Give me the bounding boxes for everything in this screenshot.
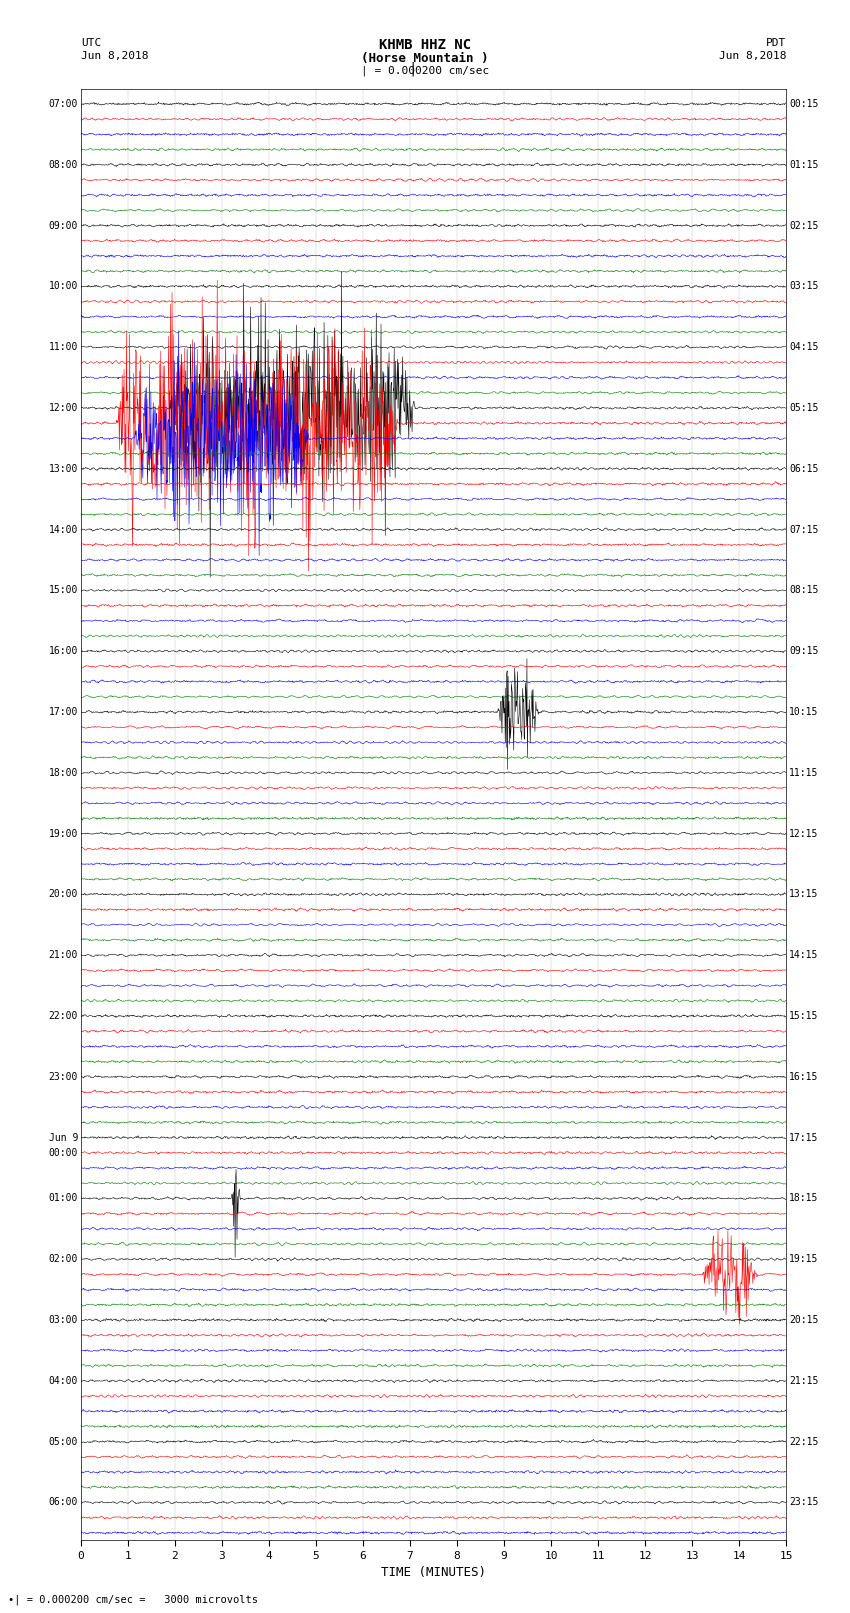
Text: |: | [408, 61, 416, 76]
Text: Jun 8,2018: Jun 8,2018 [719, 52, 786, 61]
Text: •| = 0.000200 cm/sec =   3000 microvolts: •| = 0.000200 cm/sec = 3000 microvolts [8, 1594, 258, 1605]
Text: PDT: PDT [766, 39, 786, 48]
Text: Jun 8,2018: Jun 8,2018 [81, 52, 148, 61]
X-axis label: TIME (MINUTES): TIME (MINUTES) [381, 1566, 486, 1579]
Text: KHMB HHZ NC: KHMB HHZ NC [379, 37, 471, 52]
Text: | = 0.000200 cm/sec: | = 0.000200 cm/sec [361, 65, 489, 76]
Text: (Horse Mountain ): (Horse Mountain ) [361, 52, 489, 65]
Text: UTC: UTC [81, 39, 101, 48]
